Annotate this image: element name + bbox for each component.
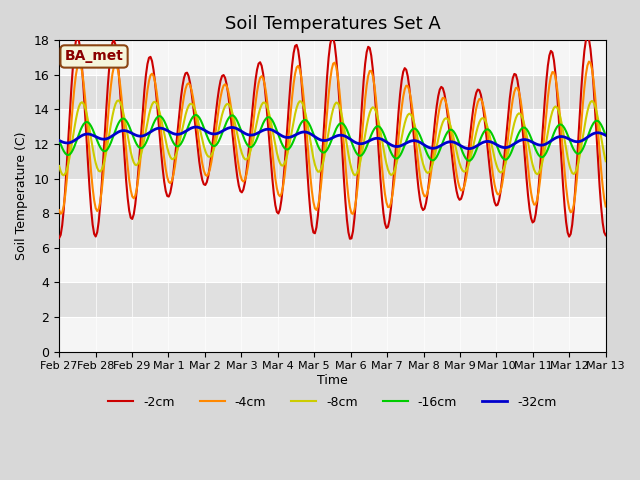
Bar <box>59 75 605 109</box>
-4cm <box>55 207 63 213</box>
Text: BA_met: BA_met <box>65 49 124 63</box>
-16cm <box>296 123 303 129</box>
-32cm <box>247 132 255 138</box>
Line: -4cm: -4cm <box>59 61 605 214</box>
-16cm <box>220 127 227 132</box>
-2cm <box>346 236 354 241</box>
-2cm <box>246 140 253 145</box>
-2cm <box>294 47 302 53</box>
-16cm <box>602 132 609 138</box>
Legend: -2cm, -4cm, -8cm, -16cm, -32cm: -2cm, -4cm, -8cm, -16cm, -32cm <box>103 391 562 414</box>
-32cm <box>220 128 227 133</box>
-32cm <box>465 146 472 152</box>
-32cm <box>122 128 130 134</box>
-2cm <box>602 232 609 238</box>
-16cm <box>247 144 255 150</box>
-16cm <box>122 118 130 123</box>
-8cm <box>249 140 257 146</box>
Title: Soil Temperatures Set A: Soil Temperatures Set A <box>225 15 440 33</box>
-2cm <box>573 163 580 168</box>
-8cm <box>221 103 229 109</box>
-32cm <box>602 132 609 138</box>
-2cm <box>584 33 591 39</box>
-8cm <box>125 141 133 147</box>
-4cm <box>294 63 302 69</box>
Line: -8cm: -8cm <box>59 100 605 175</box>
Bar <box>59 179 605 213</box>
Bar <box>59 213 605 248</box>
-32cm <box>55 138 63 144</box>
-32cm <box>575 139 582 144</box>
-2cm <box>236 188 244 194</box>
-16cm <box>55 138 63 144</box>
Bar <box>59 40 605 75</box>
Bar <box>59 144 605 179</box>
-4cm <box>573 177 580 183</box>
Bar <box>59 282 605 317</box>
Y-axis label: Soil Temperature (C): Soil Temperature (C) <box>15 132 28 260</box>
-2cm <box>55 235 63 241</box>
-32cm <box>238 129 246 134</box>
-8cm <box>115 97 122 103</box>
-2cm <box>218 73 226 79</box>
-4cm <box>122 147 130 153</box>
Bar <box>59 109 605 144</box>
-4cm <box>246 153 253 159</box>
-8cm <box>575 160 582 166</box>
-16cm <box>238 130 246 135</box>
-4cm <box>218 87 226 93</box>
-8cm <box>239 154 247 160</box>
-16cm <box>193 112 200 118</box>
Bar <box>59 317 605 351</box>
-16cm <box>575 151 582 156</box>
-2cm <box>122 178 130 183</box>
-4cm <box>602 204 609 209</box>
-4cm <box>349 211 357 217</box>
Line: -16cm: -16cm <box>59 115 605 161</box>
-16cm <box>465 158 472 164</box>
-8cm <box>55 163 63 169</box>
-8cm <box>602 158 609 164</box>
-32cm <box>296 130 303 136</box>
Bar <box>59 248 605 282</box>
Line: -2cm: -2cm <box>59 36 605 239</box>
-32cm <box>193 124 200 130</box>
-4cm <box>236 172 244 178</box>
X-axis label: Time: Time <box>317 374 348 387</box>
-8cm <box>298 98 305 104</box>
-8cm <box>60 172 68 178</box>
-4cm <box>585 59 593 64</box>
Line: -32cm: -32cm <box>59 127 605 149</box>
